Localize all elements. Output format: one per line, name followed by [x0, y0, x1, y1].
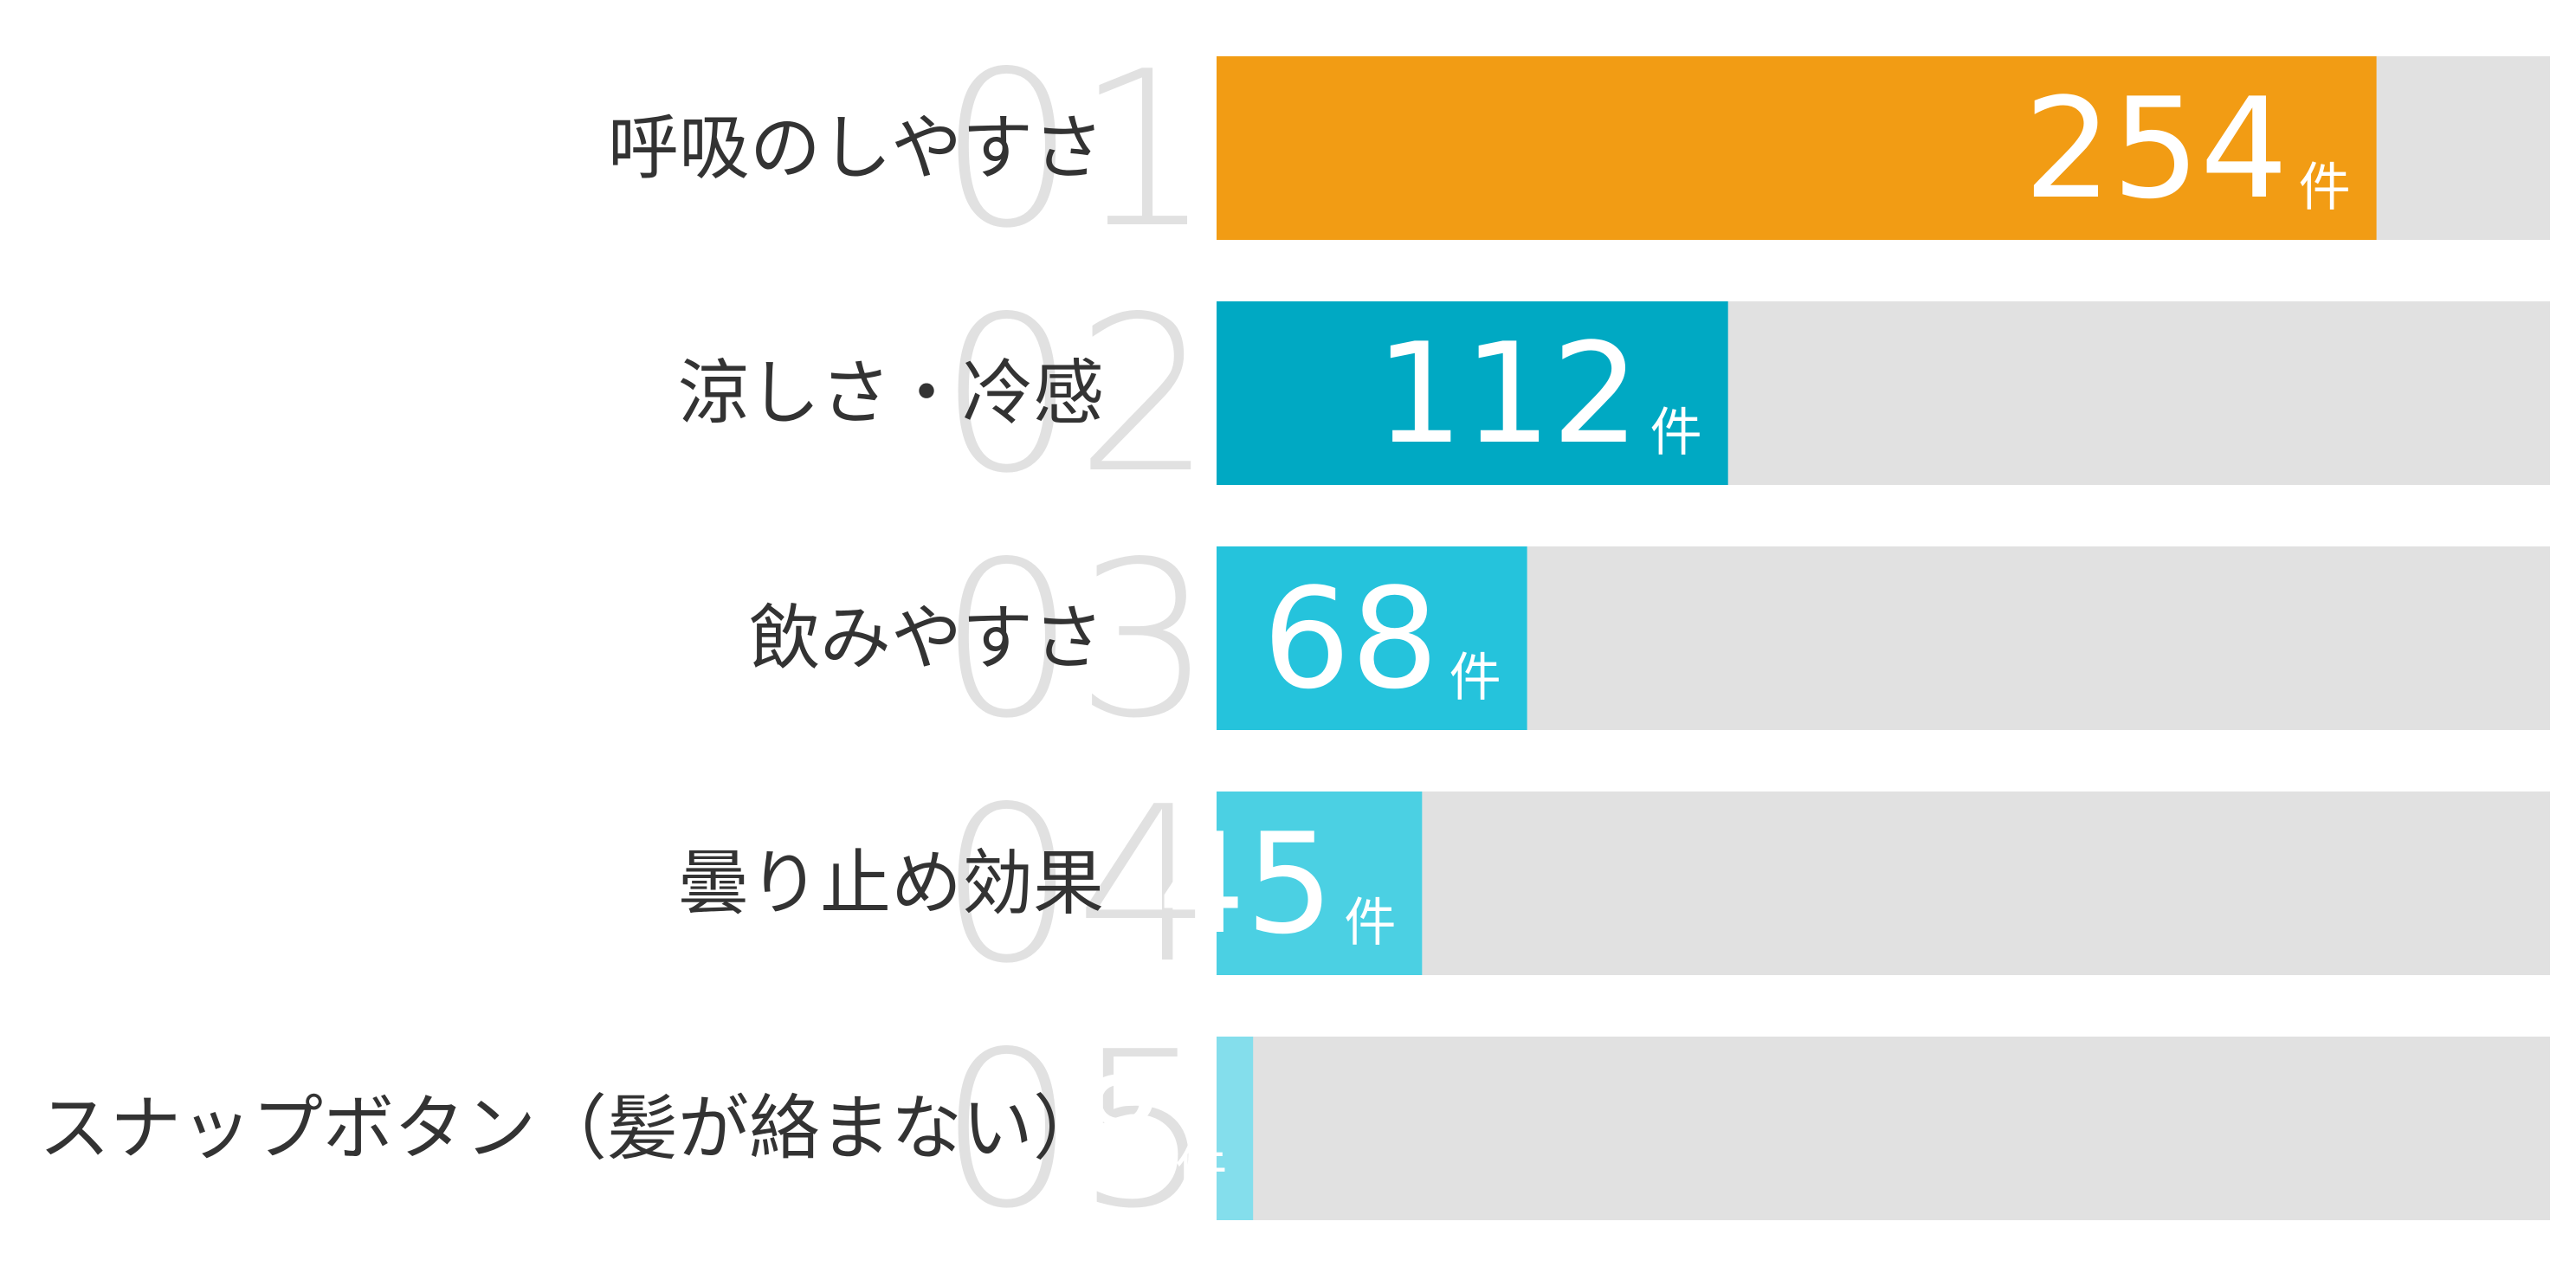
- value-label: 8: [1076, 1048, 1165, 1210]
- rank-number: 03: [939, 516, 1212, 766]
- category-label: 呼吸のしやすさ: [608, 107, 1104, 190]
- category-label: 涼しさ・冷感: [678, 352, 1104, 435]
- value-unit: 件: [1175, 1138, 1227, 1199]
- bar-row: 04曇り止め効果件45: [678, 761, 2550, 1011]
- bar: [1217, 56, 2377, 240]
- value-label: 112: [1375, 313, 1639, 475]
- bar-row: 02涼しさ・冷感件112: [678, 271, 2550, 520]
- category-label: 飲みやすさ: [749, 598, 1104, 680]
- bar: [1217, 792, 1423, 975]
- value-label: 254: [2024, 68, 2288, 229]
- value-unit: 件: [2299, 158, 2351, 218]
- value-label: 45: [1158, 803, 1334, 965]
- rank-number: 02: [939, 271, 1212, 520]
- value-unit: 件: [1650, 403, 1702, 463]
- value-unit: 件: [1449, 648, 1501, 708]
- bar-track: [1217, 792, 2550, 975]
- bar-row: 03飲みやすさ件68: [749, 516, 2550, 766]
- rank-number: 01: [939, 26, 1212, 275]
- bar: [1217, 301, 1728, 485]
- rank-number: 05: [939, 1006, 1212, 1256]
- rank-number: 04: [939, 761, 1212, 1011]
- value-label: 68: [1262, 558, 1439, 720]
- bar-row: 01呼吸のしやすさ件254: [608, 26, 2550, 275]
- bar: [1217, 546, 1527, 730]
- category-label: 曇り止め効果: [678, 843, 1104, 925]
- bar-track: [1217, 1037, 2550, 1220]
- category-label: スナップボタン（髪が絡まない）: [39, 1088, 1104, 1170]
- bar: [1217, 1037, 1254, 1220]
- value-unit: 件: [1344, 893, 1396, 953]
